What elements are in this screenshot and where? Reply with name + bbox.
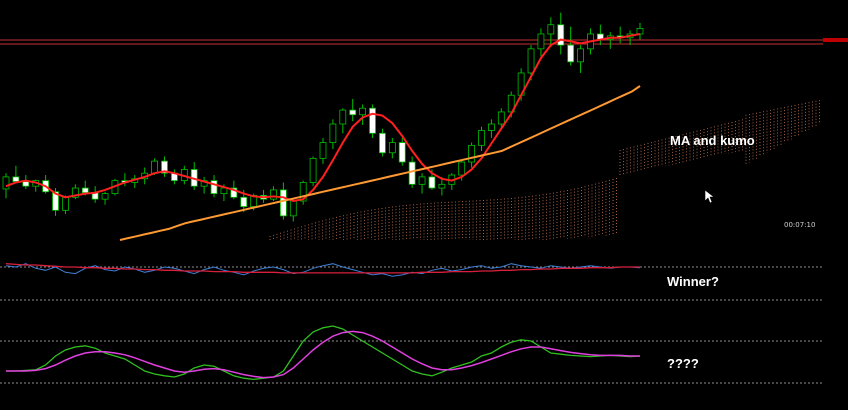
- candle-body: [438, 183, 446, 189]
- candle-body: [488, 123, 495, 131]
- candle-body: [101, 193, 109, 200]
- candle-body: [527, 48, 535, 74]
- candle-body: [329, 123, 337, 143]
- price-marker: [823, 38, 848, 42]
- candle-body: [220, 187, 228, 194]
- candle-body: [557, 24, 565, 46]
- candle-body: [379, 132, 386, 154]
- annotation-winner: Winner?: [667, 274, 719, 289]
- timer-readout: 00:07:10: [784, 221, 816, 229]
- candle-body: [537, 33, 545, 50]
- horizontal-lines: [0, 39, 823, 384]
- candle-body: [458, 161, 466, 176]
- candle-body: [210, 180, 218, 195]
- candle-body: [577, 48, 584, 63]
- candle-body: [497, 111, 505, 125]
- annotation-question: ????: [667, 356, 699, 371]
- osc2-magenta-line: [6, 330, 640, 379]
- candle-body: [230, 187, 238, 198]
- candle-body: [240, 196, 248, 207]
- candle-body: [81, 187, 89, 194]
- candle-body: [547, 24, 555, 35]
- candle-body: [408, 161, 416, 185]
- candle-body: [478, 130, 485, 146]
- candle-body: [567, 44, 575, 63]
- candle-body: [270, 189, 277, 200]
- oscillator-1: [5, 263, 641, 277]
- candle-body: [359, 107, 367, 116]
- osc1-blue-line: [5, 263, 641, 277]
- mouse-pointer-icon: [705, 190, 715, 204]
- candle-body: [388, 142, 396, 154]
- candle-body: [636, 28, 644, 35]
- candle-body: [349, 109, 357, 116]
- moving-averages: [5, 33, 641, 241]
- candle-body: [468, 144, 475, 163]
- candle-body: [289, 200, 297, 217]
- candle-body: [299, 182, 307, 202]
- candle-body: [339, 109, 347, 125]
- candle-body: [428, 176, 436, 189]
- candle-body: [369, 107, 376, 134]
- osc2-green-line: [6, 325, 641, 381]
- ma-fast-line: [5, 33, 641, 203]
- osc1-red-line: [5, 263, 640, 274]
- candle-body: [161, 160, 168, 174]
- ma-slow-line: [119, 85, 641, 241]
- candle-body: [71, 187, 79, 198]
- candle-body: [2, 176, 10, 190]
- candle-body: [62, 196, 69, 211]
- candle-body: [22, 181, 30, 187]
- candle-body: [319, 142, 327, 159]
- candle-body: [151, 160, 158, 174]
- annotation-ma-kumo: MA and kumo: [670, 133, 755, 148]
- kumo-cloud: [269, 100, 820, 240]
- candle-body: [52, 191, 59, 211]
- candle-body: [398, 142, 406, 163]
- candle-body: [418, 176, 426, 185]
- candle-body: [12, 176, 20, 182]
- candle-body: [309, 157, 317, 183]
- oscillator-2: [6, 325, 641, 381]
- candle-body: [279, 189, 287, 217]
